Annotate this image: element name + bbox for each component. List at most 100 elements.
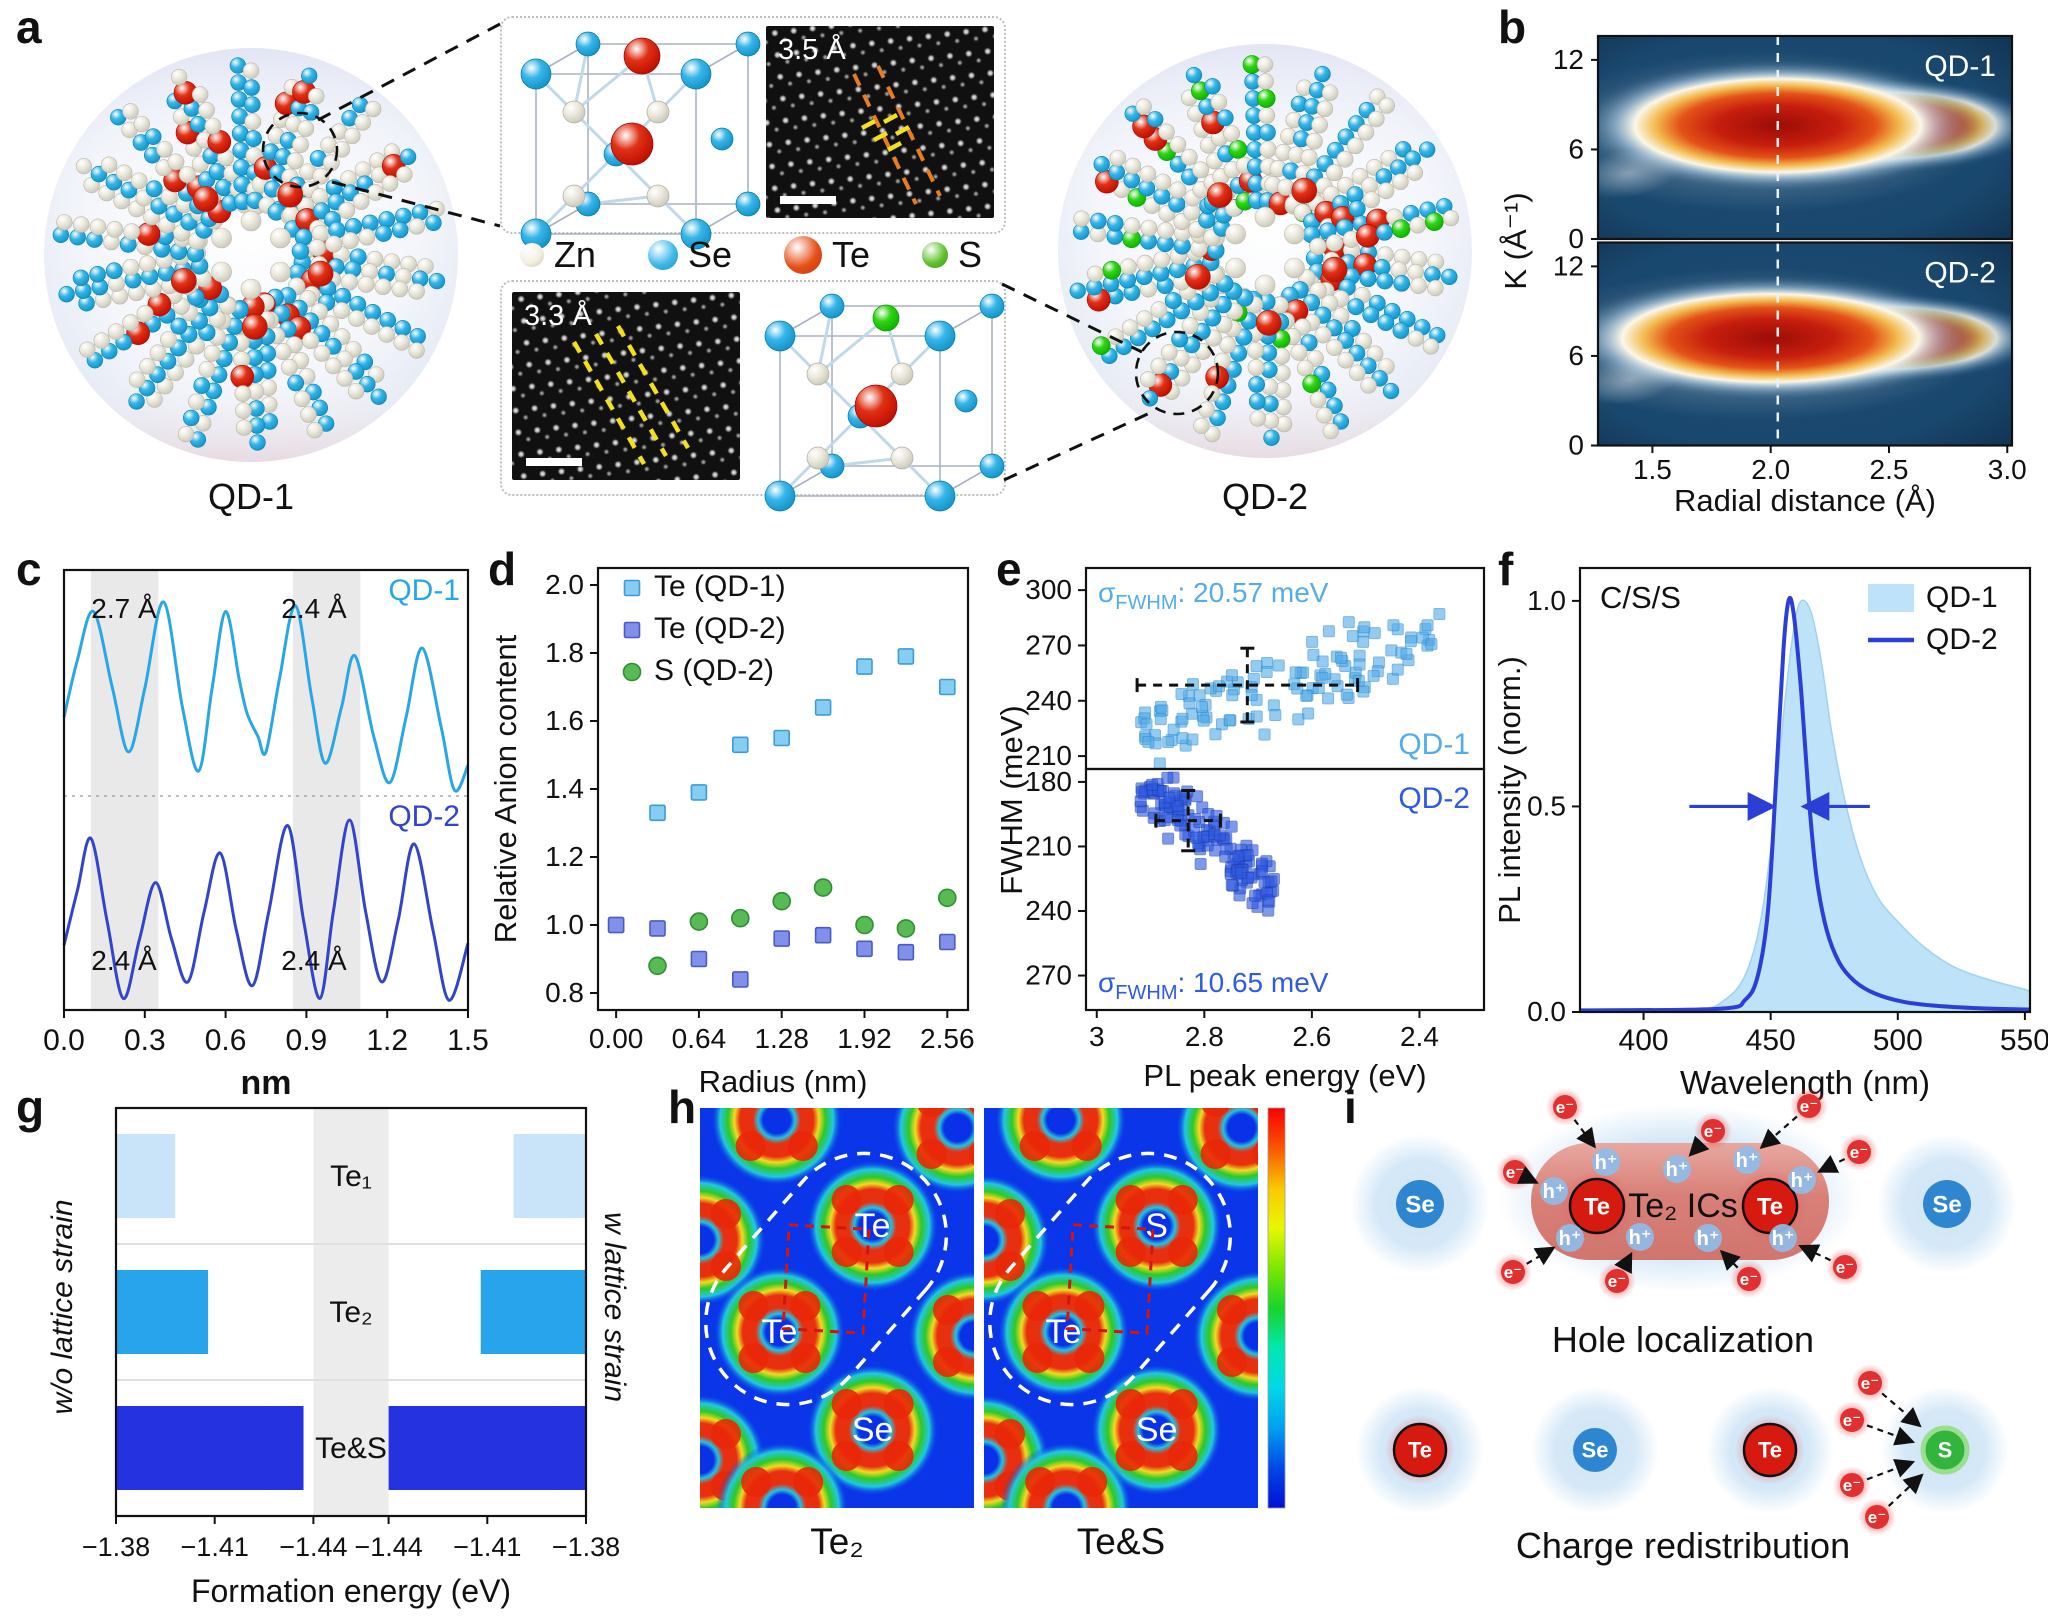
stem-guide-yellow — [882, 113, 899, 124]
atom-se — [215, 178, 233, 196]
chart-shape — [1598, 58, 1983, 193]
atom-zn — [156, 377, 174, 395]
data-point — [814, 699, 832, 716]
crystal-atoms — [764, 293, 1005, 512]
atom-zn — [1392, 173, 1409, 191]
atom-zn — [1225, 223, 1246, 245]
electron-symbol: e⁻ — [1836, 1258, 1854, 1277]
chart-shape — [1788, 1166, 1816, 1194]
transfer-arrow — [1759, 1115, 1798, 1149]
atom-se — [170, 317, 188, 335]
atom-te — [1291, 177, 1318, 204]
transfer-arrow — [1866, 1458, 1916, 1481]
atom-zn — [1259, 140, 1277, 158]
hole-badge: h⁺ — [1769, 1224, 1797, 1252]
chart-shape — [1923, 1180, 1971, 1228]
atom-se — [1319, 381, 1337, 399]
x-axis-title: Radius (nm) — [699, 1064, 868, 1099]
atom-zn — [1309, 237, 1327, 256]
atom-Se: Se — [1923, 1180, 1971, 1228]
atom-label-Se: Se — [1136, 1411, 1178, 1449]
atom-zn — [146, 391, 163, 408]
charge-blob — [986, 1428, 1147, 1508]
chart-shape — [1858, 1371, 1882, 1395]
atom-zn — [1153, 251, 1171, 269]
atom-zn — [357, 275, 375, 293]
atom-te — [1321, 256, 1348, 283]
data-point — [1322, 625, 1335, 638]
data-point — [1391, 663, 1404, 676]
electron-badge: e⁻ — [1598, 1262, 1636, 1300]
data-point — [1385, 644, 1398, 657]
electron-symbol: e⁻ — [1608, 1272, 1626, 1291]
atom-zn — [562, 184, 586, 208]
transfer-arrow — [1614, 1251, 1633, 1275]
atom-zn — [270, 261, 291, 283]
atom-se — [1332, 413, 1350, 430]
chart-shape — [1556, 1224, 1584, 1252]
stem-image-qd1: 3.5 Å — [766, 26, 994, 218]
y-tick-label: 1.2 — [545, 841, 584, 872]
atom-se — [183, 409, 200, 427]
data-point — [1153, 757, 1166, 770]
distance-annotation: 2.4 Å — [91, 945, 157, 976]
hole-symbol: h⁺ — [1791, 1170, 1814, 1192]
data-point — [1269, 709, 1282, 722]
atom-zn — [374, 278, 392, 296]
atom-se — [243, 79, 260, 96]
chart-shape — [738, 1343, 769, 1373]
atom-zn — [1326, 339, 1343, 356]
atom-zn — [1225, 257, 1246, 279]
atom-Se: Se — [1573, 1428, 1617, 1472]
data-point — [1322, 692, 1335, 705]
chart-shape — [968, 1142, 974, 1166]
atom-te — [136, 222, 161, 246]
atom-se — [89, 266, 106, 283]
atom-label-Te: Te — [761, 1313, 797, 1351]
qd2-caption: QD-2 — [1221, 476, 1308, 517]
legend-dot-Te — [784, 236, 822, 274]
atom-se — [189, 116, 207, 133]
data-point — [1190, 831, 1203, 844]
atom-zn — [313, 344, 331, 362]
data-point — [732, 971, 749, 988]
stem1-scalebar — [780, 196, 836, 204]
panel-b-heatmap: QD-1 12 6 0 QD-2 12 6 0 1.5 2.0 2.5 3.0 Radial dista… — [1498, 34, 2027, 518]
atom-se — [764, 320, 796, 352]
chart-shape — [1733, 1146, 1761, 1174]
panel-label-f: f — [1498, 543, 1514, 595]
atom-te — [241, 314, 268, 340]
row-label: Te₂ — [329, 1296, 372, 1329]
atom-se — [1362, 306, 1380, 324]
chart-shape — [1167, 1441, 1198, 1471]
atom-zn — [1121, 319, 1139, 336]
chart-shape — [1742, 1422, 1798, 1478]
atom-s — [1256, 89, 1276, 108]
legend-label: Te (QD-1) — [654, 570, 786, 603]
atom-zn — [1246, 341, 1264, 359]
atom-zn — [1140, 371, 1157, 388]
data-point — [1225, 669, 1238, 682]
chart-shape — [1769, 1224, 1797, 1252]
atom-se — [144, 128, 162, 145]
chart-shape — [1115, 1237, 1146, 1267]
legend-label: QD-2 — [1926, 623, 1998, 656]
atom-zn — [240, 210, 262, 232]
series-label: QD-1 — [388, 574, 460, 607]
chart-shape — [1865, 1505, 1889, 1529]
atom-zn — [1203, 385, 1221, 402]
atom-zn — [1120, 258, 1137, 276]
data-point — [1400, 647, 1413, 660]
electron-badge: e⁻ — [1833, 1401, 1871, 1439]
data-point — [772, 891, 792, 911]
data-point — [1209, 844, 1222, 857]
data-point — [1232, 850, 1245, 863]
data-point — [1214, 829, 1227, 842]
data-point — [856, 658, 873, 675]
structure-annotation: C/S/S — [1600, 580, 1681, 615]
atom-zn — [348, 310, 366, 327]
chart-shape — [1022, 1343, 1053, 1373]
y-tick-label: 1.8 — [545, 637, 584, 668]
